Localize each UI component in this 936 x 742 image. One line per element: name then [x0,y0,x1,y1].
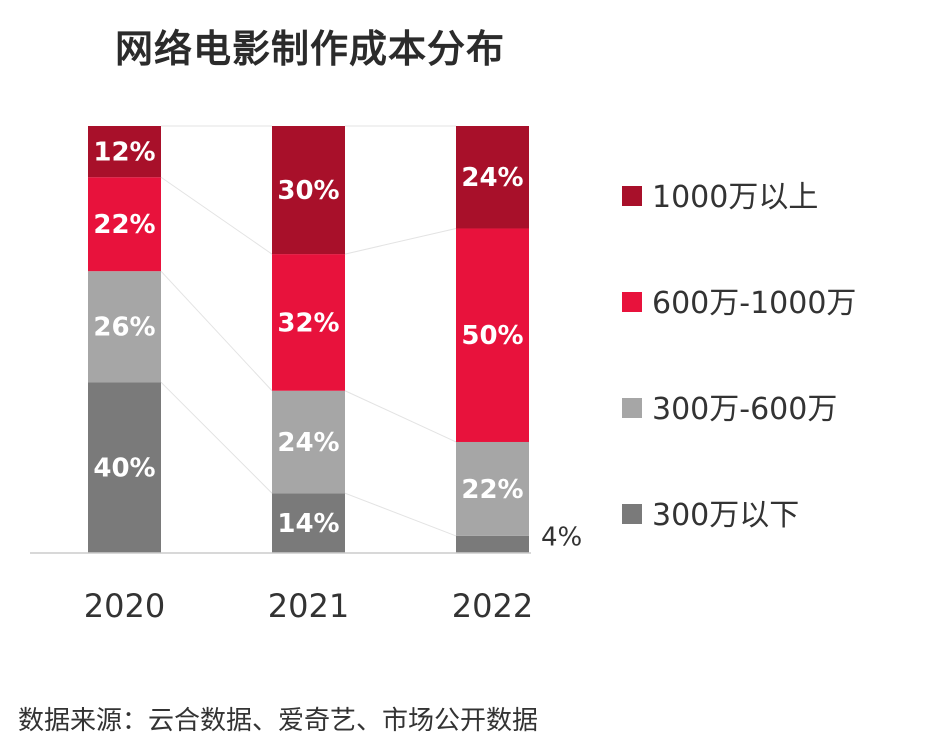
connector-line [160,270,273,392]
data-label-2020-s0: 40% [93,454,155,484]
legend-swatch [622,398,642,418]
data-label-2021-s0: 14% [277,509,339,539]
legend-swatch [622,186,642,206]
connector-line [160,176,273,255]
data-label-2022-s2: 50% [461,321,523,351]
bar-2021-s2 [272,254,345,391]
connector-line [344,390,457,443]
connector-lines [160,125,457,537]
data-label-2021-s2: 32% [277,308,339,338]
bar-2021-s0 [272,493,345,553]
bar-2020-s0 [88,382,161,553]
bar-2022-s3 [456,126,529,229]
legend-swatch [622,292,642,312]
data-label-2022-s1: 22% [461,475,523,505]
x-tick-label: 2022 [452,587,533,625]
bar-2022-s2 [456,228,529,442]
bar-2021-s3 [272,126,345,255]
data-label-2020-s2: 22% [93,210,155,240]
bar-2020-s1 [88,271,161,383]
stacked-bar-chart: 40% 26% 22% 12% 14% 24% 32% 30% 4% 22% 50% 24% 2020… [30,125,856,625]
bar-2020-s3 [88,126,161,178]
bar-2020-s2 [88,177,161,272]
legend-label: 600万-1000万 [652,286,856,321]
legend-label: 300万以下 [652,498,799,533]
legend-label: 1000万以上 [652,180,818,215]
bar-2022-s0 [456,535,529,553]
connector-line [344,227,457,255]
bars: 40% 26% 22% 12% 14% 24% 32% 30% 4% 22% 50% 24% [88,126,582,553]
x-tick-label: 2020 [84,587,165,625]
data-label-2020-s1: 26% [93,313,155,343]
legend-label: 300万-600万 [652,392,837,427]
legend-swatch [622,504,642,524]
data-label-2021-s3: 30% [277,176,339,206]
x-axis-ticks: 2020 2021 2022 [84,587,533,625]
connector-line [160,381,273,494]
chart-title: 网络电影制作成本分布 [114,27,505,71]
data-source-note: 数据来源：云合数据、爱奇艺、市场公开数据 [18,706,539,736]
legend: 1000万以上 600万-1000万 300万-600万 300万以下 [622,180,856,533]
x-tick-label: 2021 [268,587,349,625]
connector-line [344,492,457,537]
data-label-2020-s3: 12% [93,138,155,168]
data-label-2022-s3: 24% [461,163,523,193]
data-label-2021-s1: 24% [277,428,339,458]
bar-2021-s1 [272,390,345,494]
data-label-2022-s0: 4% [541,522,582,552]
bar-2022-s1 [456,441,529,536]
